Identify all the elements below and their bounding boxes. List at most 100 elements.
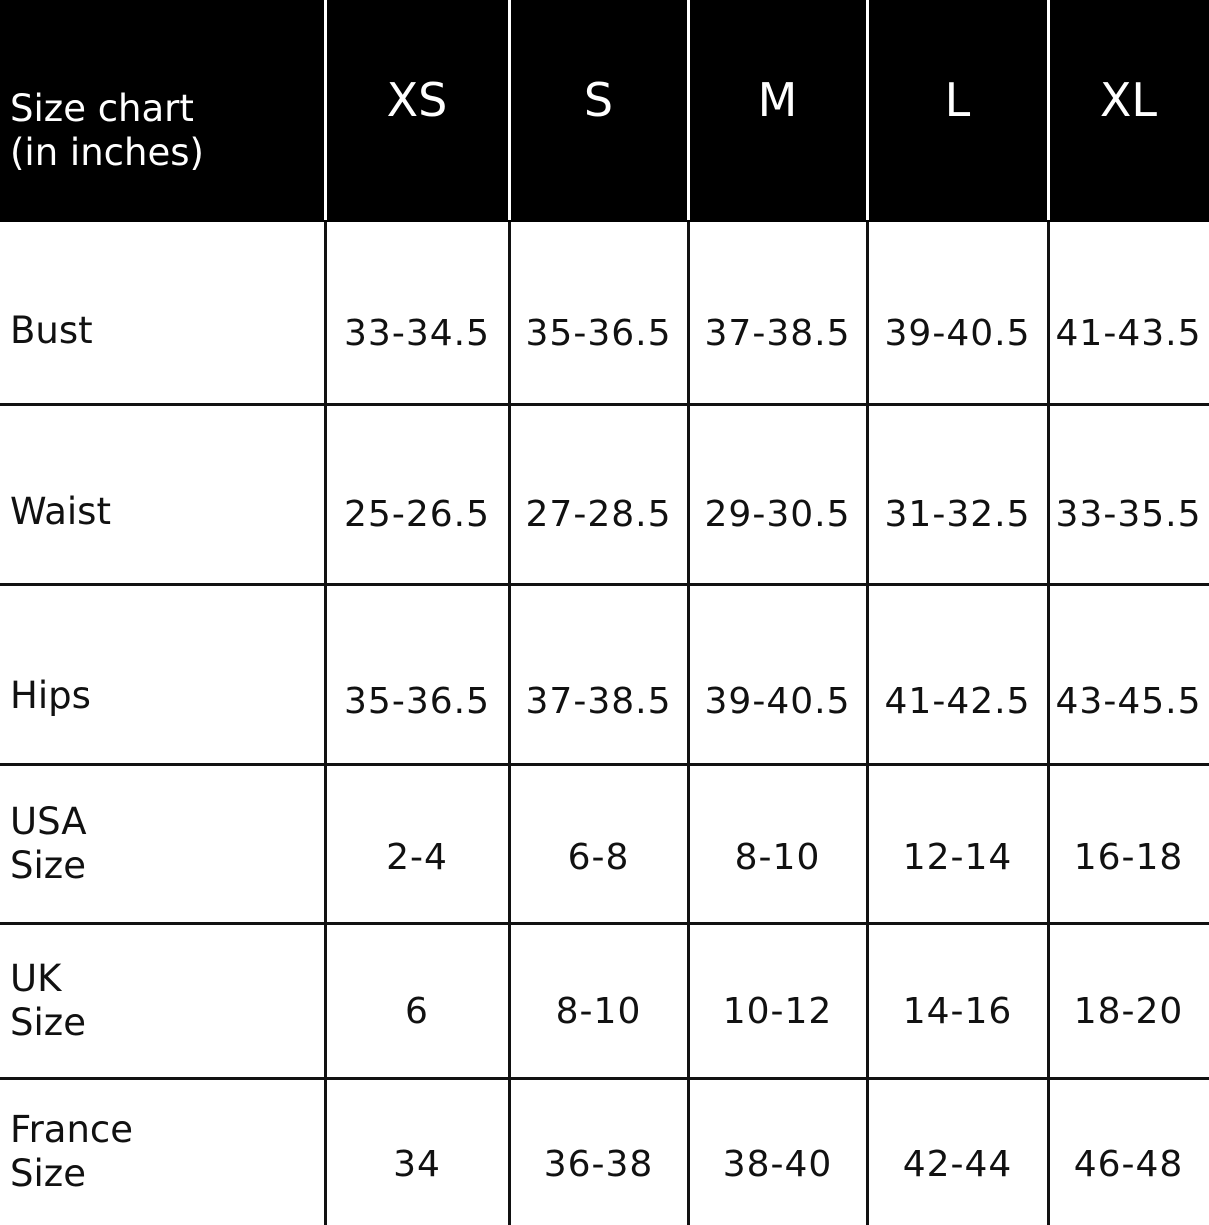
cell-value: 37-38.5 [704,312,851,354]
cell-value: 12-14 [902,837,1013,879]
cell-value: 37-38.5 [525,680,672,722]
cell-value: 6-8 [567,837,630,879]
table-cell: 37-38.5 [509,584,688,764]
row-label-line: Size [10,1151,86,1195]
row-label-line: Size [10,1000,86,1044]
header-divider [687,0,690,220]
table-cell: 39-40.5 [867,222,1048,404]
table-cell: 16-18 [1048,764,1209,923]
column-header-l: L [867,0,1048,200]
cell-value: 33-35.5 [1055,493,1202,535]
table-cell: 6-8 [509,764,688,923]
table-cell: 10-12 [688,923,867,1078]
row-label: USA Size [0,764,325,923]
table-cell: 41-42.5 [867,584,1048,764]
table-cell: 33-34.5 [325,222,509,404]
table-cell: 14-16 [867,923,1048,1078]
row-label-line: USA [10,799,87,843]
row-label-line: UK [10,956,62,1000]
cell-value: 2-4 [386,837,448,879]
table-cell: 25-26.5 [325,404,509,584]
row-divider [0,403,1209,406]
cell-value: 27-28.5 [525,493,672,535]
cell-value: 39-40.5 [884,312,1031,354]
cell-value: 35-36.5 [344,680,490,722]
column-header-m: M [688,0,867,200]
row-divider [0,763,1209,766]
table-cell: 43-45.5 [1048,584,1209,764]
cell-value: 38-40 [722,1144,833,1186]
row-label-line: Waist [10,490,111,533]
corner-label: Size chart (in inches) [0,0,325,222]
table-cell: 42-44 [867,1078,1048,1225]
cell-value: 18-20 [1073,990,1184,1032]
cell-value: 16-18 [1073,837,1184,879]
table-cell: 31-32.5 [867,404,1048,584]
cell-value: 8-10 [734,837,821,879]
row-label-text: Bust [10,309,93,353]
table-cell: 33-35.5 [1048,404,1209,584]
cell-value: 35-36.5 [525,312,672,354]
row-label-text: France Size [10,1108,133,1197]
row-label-line: Hips [10,673,91,717]
cell-value: 34 [393,1144,441,1186]
corner-label-line: Size chart [10,86,194,130]
cell-value: 42-44 [902,1144,1013,1186]
table-cell: 8-10 [509,923,688,1078]
cell-value: 6 [405,990,429,1032]
corner-label-line: (in inches) [10,131,204,174]
table-cell: 34 [325,1078,509,1225]
row-divider [0,583,1209,586]
table-cell: 2-4 [325,764,509,923]
table-cell: 18-20 [1048,923,1209,1078]
table-cell: 29-30.5 [688,404,867,584]
column-divider [687,222,690,1225]
row-label: Bust [0,222,325,404]
row-label-text: USA Size [10,800,87,889]
cell-value: 46-48 [1073,1144,1184,1186]
cell-value: 39-40.5 [704,680,851,722]
column-divider [1047,222,1050,1225]
column-divider [508,222,511,1225]
row-label: France Size [0,1078,325,1225]
cell-value: 25-26.5 [344,493,490,535]
cell-value: 43-45.5 [1055,680,1202,722]
row-label: Hips [0,584,325,764]
header-divider [508,0,511,220]
row-label-text: Waist [10,490,111,534]
row-divider [0,922,1209,925]
row-label: UK Size [0,923,325,1078]
table-cell: 39-40.5 [688,584,867,764]
column-divider [324,222,327,1225]
row-label-line: Size [10,843,86,887]
cell-value: 33-34.5 [344,312,490,354]
column-header-xs: XS [325,0,509,200]
header-divider [866,0,869,220]
column-header-xl: XL [1048,0,1209,200]
table-cell: 38-40 [688,1078,867,1225]
column-header-s: S [509,0,688,200]
cell-value: 10-12 [722,990,833,1032]
table-cell: 6 [325,923,509,1078]
table-cell: 12-14 [867,764,1048,923]
table-cell: 35-36.5 [325,584,509,764]
row-label-text: Hips [10,674,91,718]
corner-label-text: Size chart (in inches) [10,87,204,176]
table-cell: 37-38.5 [688,222,867,404]
cell-value: 36-38 [543,1144,654,1186]
cell-value: 29-30.5 [704,493,851,535]
table-cell: 41-43.5 [1048,222,1209,404]
row-label: Waist [0,404,325,584]
cell-value: 8-10 [555,990,642,1032]
table-cell: 27-28.5 [509,404,688,584]
row-label-text: UK Size [10,957,86,1046]
row-divider [0,1077,1209,1080]
table-cell: 35-36.5 [509,222,688,404]
cell-value: 41-43.5 [1055,312,1202,354]
cell-value: 31-32.5 [884,493,1031,535]
table-cell: 8-10 [688,764,867,923]
table-cell: 36-38 [509,1078,688,1225]
column-divider [866,222,869,1225]
header-divider [1047,0,1050,220]
row-label-line: France [10,1107,134,1151]
